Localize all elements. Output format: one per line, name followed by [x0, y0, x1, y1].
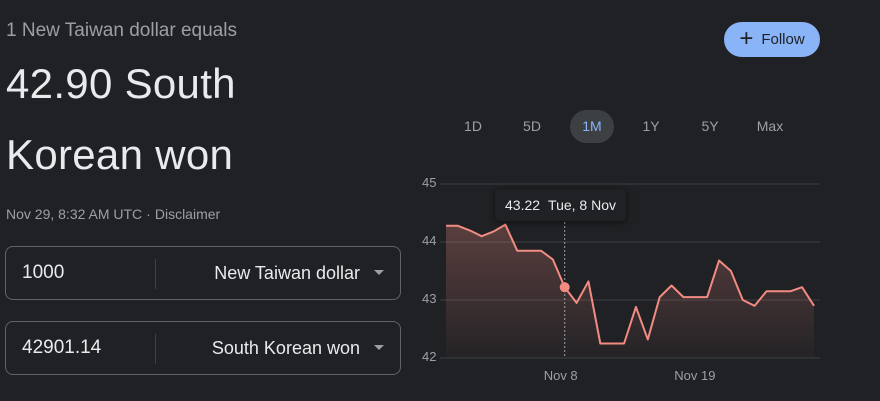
- from-currency-select[interactable]: New Taiwan dollar: [214, 263, 360, 283]
- meta-separator: ·: [146, 206, 151, 222]
- plus-icon: +: [739, 24, 754, 52]
- tooltip-date: Tue, 8 Nov: [548, 197, 617, 213]
- converter-divider: [155, 259, 156, 289]
- hover-data-point[interactable]: [559, 282, 570, 293]
- from-amount-input[interactable]: 1000: [22, 262, 65, 283]
- range-tab-1m[interactable]: 1M: [570, 110, 614, 143]
- rate-subtitle: 1 New Taiwan dollar equals: [6, 20, 237, 41]
- x-tick-label: Nov 8: [543, 368, 578, 383]
- converter-from-row: 1000 New Taiwan dollar: [5, 246, 401, 300]
- rate-meta: Nov 29, 8:32 AM UTC · Disclaimer: [6, 206, 220, 222]
- tooltip-value: 43.22: [505, 197, 541, 213]
- timestamp: Nov 29, 8:32 AM UTC: [6, 206, 143, 222]
- chart-tooltip: 43.22 Tue, 8 Nov: [495, 189, 627, 221]
- rate-value-line1: 42.90 South: [6, 60, 236, 107]
- y-tick-label: 45: [422, 175, 437, 190]
- x-tick-label: Nov 19: [674, 368, 716, 383]
- chevron-down-icon[interactable]: [374, 270, 384, 275]
- to-currency-select[interactable]: South Korean won: [211, 338, 360, 358]
- rate-value-line2: Korean won: [6, 131, 234, 178]
- follow-button[interactable]: + Follow: [724, 22, 820, 57]
- series-line: [446, 223, 815, 345]
- range-tab-5d[interactable]: 5D: [523, 118, 541, 134]
- range-tab-max[interactable]: Max: [756, 118, 784, 134]
- y-tick-label: 43: [422, 291, 437, 306]
- range-tab-1d[interactable]: 1D: [464, 118, 482, 134]
- range-tab-1y[interactable]: 1Y: [642, 118, 660, 134]
- converter-to-row: 42901.14 South Korean won: [5, 321, 401, 375]
- converter-divider: [155, 334, 156, 364]
- to-amount-input[interactable]: 42901.14: [22, 337, 102, 358]
- y-tick-label: 42: [422, 349, 437, 364]
- y-tick-label: 44: [422, 233, 437, 248]
- follow-label: Follow: [761, 31, 805, 48]
- chevron-down-icon[interactable]: [374, 345, 384, 350]
- series-area: [446, 224, 814, 358]
- range-tab-5y[interactable]: 5Y: [701, 118, 719, 134]
- disclaimer-link[interactable]: Disclaimer: [154, 206, 221, 222]
